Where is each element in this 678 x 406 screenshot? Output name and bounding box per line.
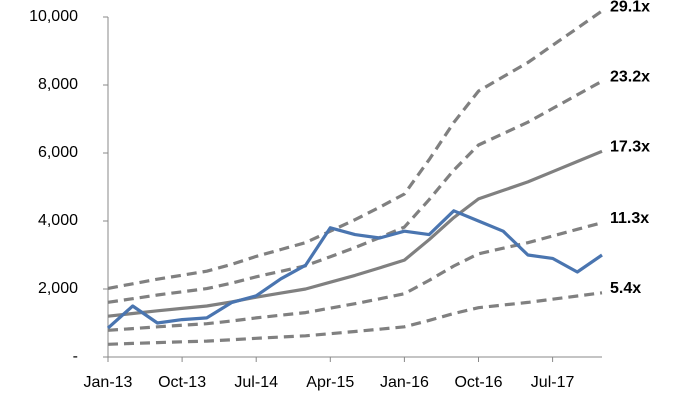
line-series xyxy=(106,209,603,330)
series-label: 17.3x xyxy=(610,139,650,156)
series-label: 29.1x xyxy=(610,0,650,15)
series-label: 11.3x xyxy=(610,210,649,227)
x-tick-label: Apr-15 xyxy=(306,374,354,391)
y-tick-label: 2,000 xyxy=(38,280,78,297)
x-tick-label: Oct-13 xyxy=(158,374,206,391)
x-tick-label: Jan-13 xyxy=(84,374,133,391)
y-tick-label: 8,000 xyxy=(38,76,78,93)
x-tick-label: Jul-14 xyxy=(234,374,278,391)
line-series xyxy=(107,149,603,318)
x-tick-label: Jan-16 xyxy=(380,374,429,391)
series-label: 5.4x xyxy=(610,280,641,297)
x-tick-label: Jul-17 xyxy=(531,374,575,391)
x-tick-label: Oct-16 xyxy=(454,374,502,391)
y-tick-label: - xyxy=(73,348,78,365)
y-tick-label: 10,000 xyxy=(29,8,78,25)
y-tick-label: 4,000 xyxy=(38,212,78,229)
line-series xyxy=(107,79,603,304)
y-tick-label: 6,000 xyxy=(38,144,78,161)
line-series xyxy=(107,291,603,346)
line-series xyxy=(107,221,603,332)
series-label: 23.2x xyxy=(610,68,650,85)
line-series xyxy=(107,9,603,290)
